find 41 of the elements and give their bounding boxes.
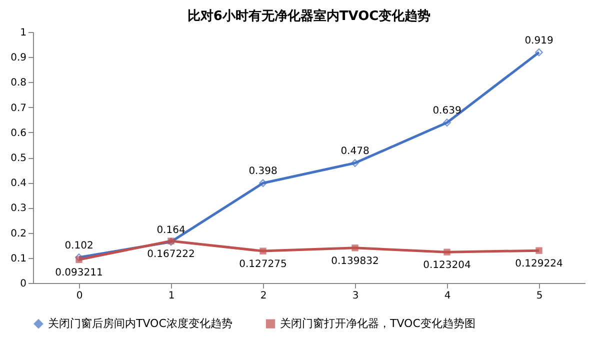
data-label: 0.478	[340, 146, 370, 158]
data-label: 0.102	[64, 240, 94, 252]
point	[536, 247, 542, 254]
x-tick-label: 5	[536, 290, 543, 302]
data-label: 0.139832	[331, 256, 379, 267]
y-tick-label: 0.4	[10, 178, 26, 190]
x-tick-label: 1	[168, 290, 175, 302]
data-label: 0.167222	[147, 249, 195, 260]
legend-label: 关闭门窗打开净化器，TVOC变化趋势图	[280, 316, 476, 330]
y-tick-label: 0	[20, 278, 26, 290]
point	[259, 179, 267, 188]
y-tick-label: 0.7	[10, 102, 26, 114]
x-tick-label: 2	[260, 290, 267, 302]
data-label: 0.398	[248, 166, 278, 178]
point	[443, 118, 451, 127]
data-label: 0.919	[524, 35, 554, 46]
x-tick-label: 4	[444, 290, 451, 302]
data-label: 0.123204	[423, 260, 471, 272]
data-label: 0.164	[156, 224, 186, 236]
data-label: 0.639	[432, 106, 462, 117]
y-tick-label: 0.1	[10, 253, 26, 264]
x-tick-label: 0	[76, 290, 83, 302]
y-tick-label: 0.9	[10, 52, 26, 64]
point	[76, 256, 82, 263]
point	[535, 48, 543, 56]
point	[444, 248, 450, 256]
point	[351, 159, 359, 167]
point	[352, 244, 358, 252]
y-tick-label: 0.5	[10, 153, 26, 164]
data-label: 0.127275	[239, 259, 287, 270]
y-tick-label: 0.8	[10, 78, 26, 89]
point	[260, 248, 266, 254]
data-label: 0.093211	[55, 268, 103, 279]
chart-title: 比对6小时有无净化器室内TVOC变化趋势	[187, 8, 431, 24]
data-label: 0.129224	[515, 258, 563, 270]
x-tick-label: 3	[352, 290, 359, 302]
y-tick-label: 0.2	[10, 228, 26, 240]
y-tick-label: 0.3	[10, 203, 26, 214]
y-tick-label: 1	[20, 28, 26, 38]
legend-label: 关闭门窗后房间内TVOC浓度变化趋势	[48, 316, 232, 330]
y-tick-label: 0.6	[10, 128, 26, 139]
